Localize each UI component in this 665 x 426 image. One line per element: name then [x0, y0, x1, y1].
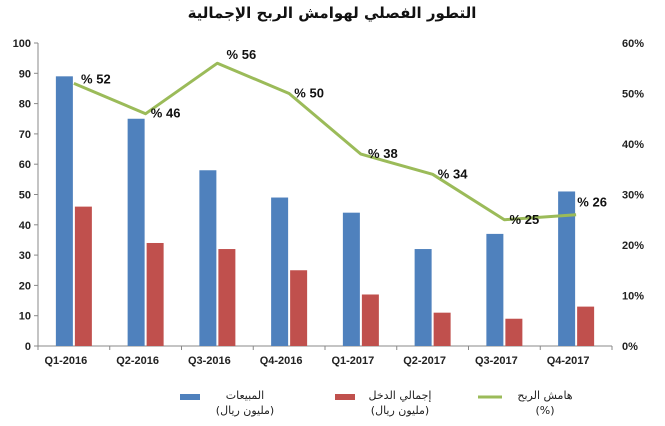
data-label-margin: % 46: [151, 106, 181, 121]
y-left-tick-label: 100: [13, 38, 31, 50]
legend: المبيعات (مليون ريال) إجمالي الدخل (مليون ر…: [180, 389, 573, 417]
y-left-tick-label: 70: [19, 129, 31, 141]
y-right-tick-label: 60%: [622, 38, 644, 50]
legend-unit: (مليون ريال): [371, 404, 429, 417]
y-left-tick-label: 60: [19, 159, 31, 171]
y-left-tick-label: 90: [19, 68, 31, 80]
legend-unit: (%): [535, 404, 554, 417]
data-label-margin: % 38: [368, 146, 398, 161]
y-right-tick-label: 40%: [622, 139, 644, 151]
legend-label: هامش الربح: [517, 389, 572, 402]
y-left-tick-label: 30: [19, 250, 31, 262]
margin-line-path: [73, 61, 577, 222]
y-left-tick-label: 10: [19, 311, 31, 323]
data-label-margin: % 50: [294, 86, 324, 101]
bar-sales: [558, 191, 576, 346]
bar-gross-income: [146, 242, 164, 346]
data-label-margin: % 25: [510, 212, 540, 227]
x-tick-label: Q4-2016: [260, 355, 303, 367]
bar-gross-income: [218, 249, 236, 346]
y-right-tick-label: 10%: [622, 291, 644, 303]
bar-sales: [486, 233, 504, 346]
x-tick-label: Q3-2016: [188, 355, 231, 367]
data-label-margin: % 26: [577, 195, 607, 210]
data-labels: % 52 % 46 % 56 % 50 % 38 % 34 % 25 % 26: [81, 47, 607, 227]
bar-sales: [127, 118, 145, 346]
y-right-tick-label: 20%: [622, 240, 644, 252]
x-tick-label: Q2-2017: [403, 355, 446, 367]
bar-gross-income: [74, 206, 92, 346]
bar-sales: [342, 212, 360, 346]
x-tick-label: Q4-2017: [547, 355, 590, 367]
bars: [55, 76, 595, 346]
legend-swatch: [180, 394, 200, 400]
y-left-tick-label: 20: [19, 280, 31, 292]
data-label-margin: % 52: [81, 71, 111, 86]
y-right-tick-label: 50%: [622, 89, 644, 101]
legend-item: المبيعات (مليون ريال): [180, 389, 274, 417]
y-left-tick-label: 40: [19, 220, 31, 232]
y-right-tick-label: 0%: [622, 341, 638, 353]
bar-gross-income: [290, 270, 308, 346]
bar-sales: [55, 76, 73, 346]
bar-gross-income: [577, 306, 595, 346]
chart-title: التطور الفصلي لهوامش الربح الإجمالية: [188, 4, 477, 22]
x-tick-label: Q3-2017: [475, 355, 518, 367]
bar-gross-income: [505, 318, 523, 346]
y-left-tick-label: 80: [19, 99, 31, 111]
legend-swatch: [335, 394, 355, 400]
bar-sales: [414, 249, 432, 346]
bar-sales: [199, 170, 217, 346]
axes: 0 10 20 30 40 50 60 70 80 90 100 0% 10% 20% 30% 40% 50% 6…: [13, 38, 645, 367]
bar-sales: [271, 197, 289, 346]
data-label-margin: % 34: [438, 166, 468, 181]
data-label-margin: % 56: [227, 47, 257, 62]
x-tick-label: Q1-2017: [331, 355, 374, 367]
y-left-tick-label: 0: [25, 341, 31, 353]
legend-item: هامش الربح (%): [478, 389, 573, 417]
x-tick-label: Q1-2016: [44, 355, 87, 367]
legend-label: المبيعات: [226, 389, 264, 402]
margin-line: [73, 61, 577, 222]
bar-gross-income: [361, 294, 379, 346]
legend-unit: (مليون ريال): [216, 404, 274, 417]
y-left-tick-label: 50: [19, 190, 31, 202]
legend-item: إجمالي الدخل (مليون ريال): [335, 389, 431, 417]
legend-label: إجمالي الدخل: [369, 389, 432, 402]
bar-gross-income: [433, 312, 451, 346]
x-tick-label: Q2-2016: [116, 355, 159, 367]
y-right-tick-label: 30%: [622, 190, 644, 202]
